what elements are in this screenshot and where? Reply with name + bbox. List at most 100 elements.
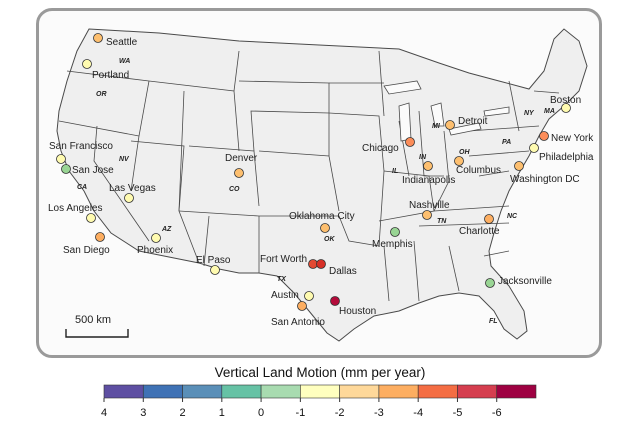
state-label-il: IL — [392, 168, 398, 175]
legend-bin — [103, 384, 144, 399]
city-dot-washington-dc[interactable] — [514, 161, 524, 171]
legend-tick-label: 3 — [140, 407, 146, 419]
city-dot-portland[interactable] — [82, 59, 92, 69]
city-dot-denver[interactable] — [234, 168, 244, 178]
us-map: WA OR CA NV AZ CO OK TX IL IN OH MI TN N… — [48, 28, 594, 342]
state-label-ca: CA — [77, 184, 87, 191]
city-label-san-diego: San Diego — [63, 245, 110, 256]
city-label-houston: Houston — [339, 306, 376, 317]
city-label-seattle: Seattle — [106, 37, 138, 48]
city-label-philadelphia: Philadelphia — [539, 152, 594, 163]
state-label-ny: NY — [524, 110, 535, 117]
city-label-nashville: Nashville — [409, 200, 450, 211]
legend-bin — [260, 384, 301, 399]
city-dot-austin[interactable] — [304, 291, 314, 301]
city-dot-boston[interactable] — [561, 103, 571, 113]
state-borders — [58, 50, 560, 302]
city-label-dallas: Dallas — [329, 266, 357, 277]
city-label-detroit: Detroit — [458, 116, 488, 127]
city-dot-charlotte[interactable] — [484, 214, 494, 224]
city-label-fort-worth: Fort Worth — [260, 254, 307, 265]
city-dot-philadelphia[interactable] — [529, 143, 539, 153]
city-label-jacksonville: Jacksonville — [498, 276, 552, 287]
city-label-washington-dc: Washington DC — [510, 174, 580, 185]
city-label-oklahoma-city: Oklahoma City — [289, 211, 355, 222]
city-label-las-vegas: Las Vegas — [109, 183, 156, 194]
state-label-ok: OK — [324, 236, 335, 243]
map-frame: WA OR CA NV AZ CO OK TX IL IN OH MI TN N… — [36, 8, 602, 358]
state-label-nv: NV — [119, 156, 130, 163]
legend-tick-label: 4 — [101, 407, 107, 419]
state-labels: WA OR CA NV AZ CO OK TX IL IN OH MI TN N… — [77, 58, 555, 325]
state-label-mi: MI — [432, 123, 441, 130]
city-label-chicago: Chicago — [362, 143, 399, 154]
city-label-los-angeles: Los Angeles — [48, 203, 103, 214]
city-dot-memphis[interactable] — [390, 227, 400, 237]
state-label-or: OR — [96, 91, 107, 98]
legend-tick-label: -5 — [453, 407, 463, 419]
city-label-san-francisco: San Francisco — [49, 141, 113, 152]
legend-tick-label: 1 — [219, 407, 225, 419]
city-dot-oklahoma-city[interactable] — [320, 223, 330, 233]
legend-tick-label: -6 — [492, 407, 502, 419]
city-dot-san-diego[interactable] — [95, 232, 105, 242]
legend-tick-label: -1 — [295, 407, 305, 419]
legend-colorbar: 4 3 2 1 0 -1 -2 -3 -4 -5 -6 — [101, 384, 537, 419]
city-markers: Seattle Portland San Francisco San Jose … — [48, 33, 594, 328]
legend-tick-label: 2 — [179, 407, 185, 419]
us-landmass — [56, 28, 588, 342]
city-dot-columbus[interactable] — [454, 156, 464, 166]
legend-bins — [103, 384, 537, 399]
city-dot-seattle[interactable] — [93, 33, 103, 43]
legend-bin — [339, 384, 380, 399]
legend-tick-label: -3 — [374, 407, 384, 419]
state-label-az: AZ — [161, 226, 172, 233]
state-label-oh: OH — [459, 149, 470, 156]
scale-bar-label: 500 km — [75, 314, 111, 326]
city-dot-los-angeles[interactable] — [86, 213, 96, 223]
city-label-memphis: Memphis — [372, 239, 413, 250]
city-dot-las-vegas[interactable] — [124, 193, 134, 203]
city-dot-jacksonville[interactable] — [485, 278, 495, 288]
legend-ticks: 4 3 2 1 0 -1 -2 -3 -4 -5 -6 — [101, 398, 502, 419]
state-label-co: CO — [229, 186, 240, 193]
city-label-san-antonio: San Antonio — [271, 317, 325, 328]
legend-title: Vertical Land Motion (mm per year) — [214, 365, 426, 380]
city-label-phoenix: Phoenix — [137, 245, 173, 256]
legend-bin — [221, 384, 262, 399]
legend-bin — [496, 384, 537, 399]
state-label-tn: TN — [437, 218, 447, 225]
city-dot-nashville[interactable] — [422, 210, 432, 220]
city-label-austin: Austin — [271, 290, 299, 301]
city-dot-el-paso[interactable] — [210, 265, 220, 275]
state-label-in: IN — [419, 154, 427, 161]
great-lakes — [383, 80, 510, 142]
city-label-indianapolis: Indianapolis — [402, 175, 455, 186]
city-dot-san-jose[interactable] — [61, 164, 71, 174]
scale-bar-line — [65, 329, 129, 338]
city-dot-new-york[interactable] — [539, 131, 549, 141]
city-label-new-york: New York — [551, 133, 594, 144]
city-label-columbus: Columbus — [456, 165, 501, 176]
legend-bin — [378, 384, 419, 399]
state-label-nc: NC — [507, 213, 518, 220]
city-label-el-paso: El Paso — [196, 255, 231, 266]
city-dot-detroit[interactable] — [445, 120, 455, 130]
state-label-wa: WA — [119, 58, 130, 65]
city-dot-san-antonio[interactable] — [297, 301, 307, 311]
city-dot-san-francisco[interactable] — [56, 154, 66, 164]
city-dot-indianapolis[interactable] — [423, 161, 433, 171]
legend-bin — [182, 384, 223, 399]
city-label-boston: Boston — [550, 95, 581, 106]
city-dot-houston[interactable] — [330, 296, 340, 306]
legend-bin — [417, 384, 458, 399]
city-dot-dallas[interactable] — [316, 259, 326, 269]
city-label-portland: Portland — [92, 70, 129, 81]
state-label-fl: FL — [489, 318, 498, 325]
scale-bar: 500 km — [65, 314, 129, 338]
legend-tick-label: -2 — [335, 407, 345, 419]
city-dot-phoenix[interactable] — [151, 233, 161, 243]
city-label-denver: Denver — [225, 153, 258, 164]
city-dot-chicago[interactable] — [405, 137, 415, 147]
legend-tick-label: -4 — [413, 407, 423, 419]
